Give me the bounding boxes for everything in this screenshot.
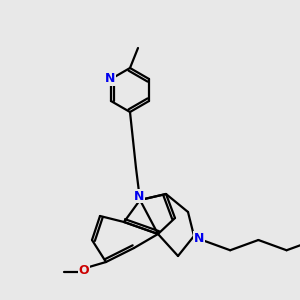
- Text: N: N: [105, 73, 115, 85]
- Text: N: N: [134, 190, 144, 202]
- Text: N: N: [194, 232, 204, 244]
- Text: O: O: [79, 263, 89, 277]
